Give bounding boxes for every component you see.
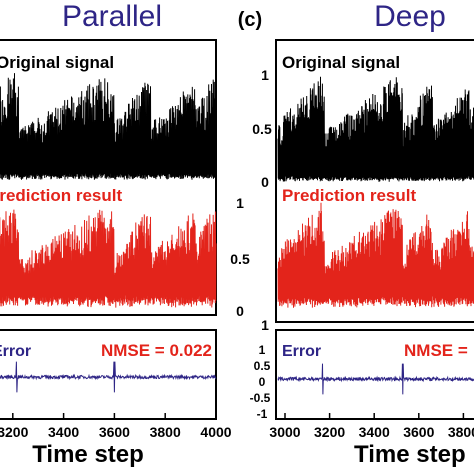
chart-deep: (c) Deep Original signal 1 0.5 0 Predict… [238,0,474,468]
xtick-label-3200: 3200 [0,424,29,440]
ytick-error-0.5: 0.5 [254,359,271,373]
ytick-original-1: 1 [261,67,269,83]
title-deep: Deep [374,0,446,33]
series-original-signal [277,76,474,182]
xtick-label-4000: 4000 [200,424,231,440]
ytick-original-0: 0 [261,174,269,190]
label-prediction-result: Prediction result [282,186,416,205]
xtick-label-3600: 3600 [403,424,434,440]
ytick-prediction-1: 1 [236,195,244,211]
xtick-label-3400: 3400 [48,424,79,440]
ytick-error--0.5: -0.5 [250,391,271,405]
ytick-error-1: 1 [259,343,266,357]
xtick-label-3600: 3600 [99,424,130,440]
ytick-error-0: 0 [259,375,266,389]
plot-frame [275,39,474,323]
label-original-signal: Original signal [0,53,114,72]
panel-deep-error: Error NMSE = 1 0.5 0 -0.5 -1 3000 3200 340… [250,329,474,468]
ytick-prediction-0: 0 [236,303,244,319]
x-axis-deep: 3000 3200 3400 3600 3800 [269,413,474,440]
panel-parallel-original: Original signal [0,39,217,316]
xlabel-time-step: Time step [354,441,466,468]
chart-parallel: Parallel Original signal Prediction resu… [0,0,250,468]
plot-frame [0,329,217,420]
title-parallel: Parallel [62,0,162,33]
xtick-label-3800: 3800 [150,424,181,440]
ytick-original-0.5: 0.5 [252,121,272,137]
ytick-error--1: -1 [257,407,268,421]
label-prediction-result: Prediction result [0,186,122,205]
plot-frame [275,329,474,420]
plot-frame [0,39,217,316]
xtick-label-3200: 3200 [314,424,345,440]
xtick-label-3000: 3000 [269,424,300,440]
ytick-prediction-0.5: 0.5 [230,251,250,267]
series-error [277,363,474,395]
panel-parallel-error: Error NMSE = 0.022 32003400360038004000 … [0,329,232,468]
ytick-prediction-1: 1 [261,317,269,333]
xtick-label-3800: 3800 [448,424,474,440]
panel-parallel-prediction: Prediction result 1 0.5 0 [0,186,250,319]
series-error [0,361,217,393]
series-original-signal [0,73,217,181]
nmse-annotation: NMSE = [404,341,468,360]
xlabel-time-step: Time step [32,441,144,468]
x-axis-parallel: 3200 3400 3600 3800 4000 [0,413,232,440]
label-original-signal: Original signal [282,53,400,72]
label-error: Error [282,343,321,360]
xtick-label-3400: 3400 [359,424,390,440]
panel-letter: (c) [238,9,262,31]
label-error: Error [0,343,31,360]
series-prediction-result [277,202,474,308]
nmse-annotation: NMSE = 0.022 [101,341,212,360]
panel-deep-prediction: Prediction result 1 [261,186,474,333]
series-prediction-result [0,209,217,308]
panel-deep-original: Original signal 1 0.5 0 [252,39,474,323]
